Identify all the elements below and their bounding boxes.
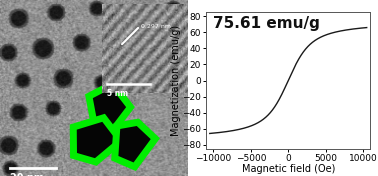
Text: 75.61 emu/g: 75.61 emu/g bbox=[212, 16, 319, 31]
Text: 0.297 nm: 0.297 nm bbox=[141, 24, 171, 29]
Y-axis label: Magnetization (emu/g): Magnetization (emu/g) bbox=[171, 25, 181, 136]
Text: 5 nm: 5 nm bbox=[107, 89, 128, 98]
Polygon shape bbox=[115, 122, 155, 167]
Text: 20 nm: 20 nm bbox=[10, 173, 44, 176]
Polygon shape bbox=[73, 118, 121, 162]
X-axis label: Magnetic field (Oe): Magnetic field (Oe) bbox=[242, 164, 335, 174]
Polygon shape bbox=[89, 84, 130, 129]
